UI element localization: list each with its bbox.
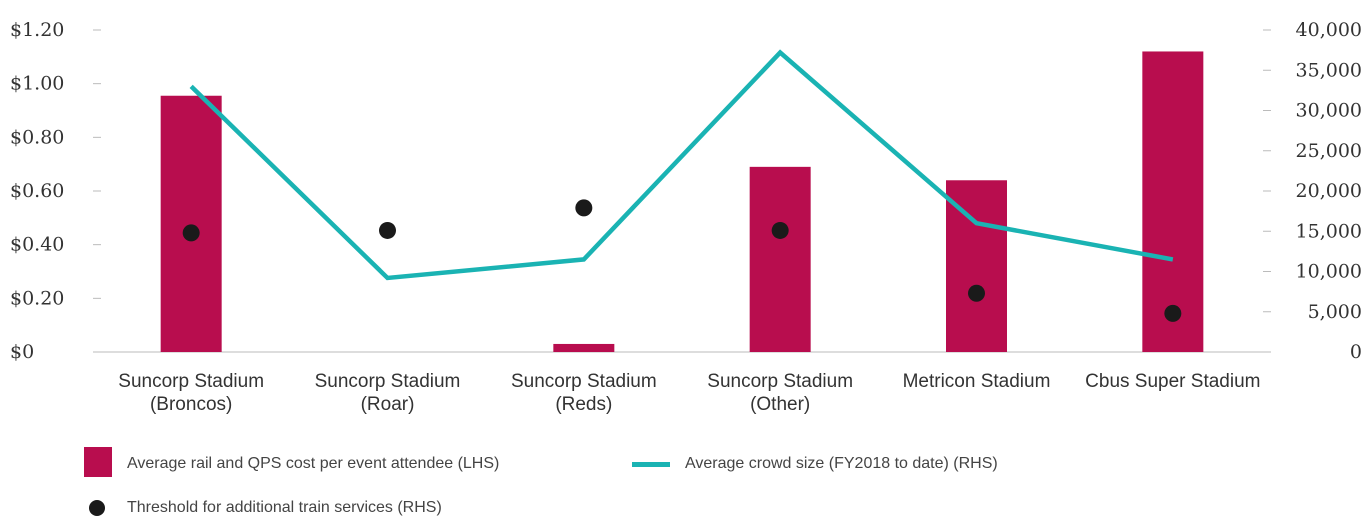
left-tick-label: $0 [10,341,34,363]
left-tick-label: $1.20 [10,19,64,41]
left-tick-label: $1.00 [10,73,64,95]
crowd-size-line [189,49,1174,281]
threshold-point [379,221,396,239]
left-tick-label: $0.80 [10,126,64,148]
legend-swatch-bar [84,447,112,477]
threshold-point [1164,304,1182,322]
bar [946,180,1007,352]
category-label: Suncorp Stadium (Roar) [315,371,461,415]
right-tick-label: 35,000 [1296,59,1362,81]
bar [160,95,222,352]
legend-swatch-line [632,462,670,467]
left-tick-label: $0.40 [10,234,64,256]
legend: Average rail and QPS cost per event atte… [84,447,998,516]
bar-series [160,51,1204,352]
right-tick-label: 15,000 [1296,220,1362,242]
bar [1142,51,1204,352]
right-tick-label: 10,000 [1296,261,1362,283]
scatter-series [182,199,1182,322]
right-tick-label: 25,000 [1296,140,1362,162]
threshold-point [771,221,789,239]
category-label: Suncorp Stadium (Other) [707,371,853,415]
right-tick-label: 5,000 [1308,301,1362,323]
category-label: Metricon Stadium [903,371,1051,392]
right-tick-label: 30,000 [1296,100,1362,122]
threshold-point [575,199,593,217]
category-labels: Suncorp Stadium (Broncos) Suncorp Stadium(… [118,371,1260,415]
right-axis-ticks: 0 5,000 10,000 15,000 20,000 25,000 30,000 35,0… [1263,19,1362,363]
legend-label-point: Threshold for additional train services … [127,499,442,516]
line-series [189,49,1174,281]
left-axis-ticks: $0 $0.20 $0.40 $0.60 $0.80 $1.00 $1.20 [10,19,101,363]
legend-label-bar: Average rail and QPS cost per event atte… [127,455,499,472]
left-tick-label: $0.20 [10,287,64,309]
right-tick-label: 40,000 [1296,19,1362,41]
right-tick-label: 0 [1350,341,1362,363]
category-label: Suncorp Stadium (Reds) [511,371,657,415]
right-tick-label: 20,000 [1296,180,1362,202]
legend-swatch-point [89,500,105,516]
category-label: Suncorp Stadium (Broncos) [118,371,264,415]
bar [553,343,615,352]
legend-label-line: Average crowd size (FY2018 to date) (RHS… [685,455,998,472]
category-label: Cbus Super Stadium [1085,371,1260,392]
threshold-point [182,224,200,242]
threshold-point [968,284,985,302]
bar [749,166,811,352]
left-tick-label: $0.60 [10,180,64,202]
